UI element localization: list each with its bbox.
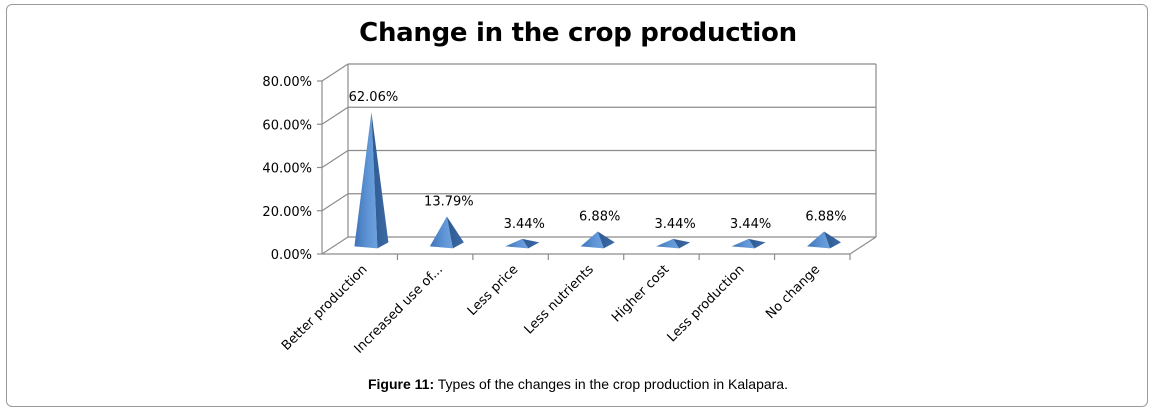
bar bbox=[354, 112, 389, 249]
x-tick-label: Less price bbox=[465, 262, 522, 319]
y-tick-labels: 0.00% 20.00% 40.00% 60.00% 80.00% bbox=[262, 75, 312, 263]
y-tick-label: 80.00% bbox=[262, 75, 312, 90]
bars bbox=[354, 112, 841, 249]
y-tick-label: 0.00% bbox=[271, 248, 312, 263]
data-label: 6.88% bbox=[805, 209, 846, 224]
y-tick-label: 20.00% bbox=[262, 205, 312, 220]
x-tick-label: Less production bbox=[665, 262, 748, 345]
bar bbox=[806, 231, 841, 249]
chart-title: Change in the crop production bbox=[359, 18, 797, 48]
bar-face-side bbox=[748, 238, 766, 249]
y-tick-label: 40.00% bbox=[262, 162, 312, 177]
y-tick-label: 60.00% bbox=[262, 118, 312, 133]
bar-face-side bbox=[371, 112, 389, 249]
bar-face-front bbox=[429, 216, 453, 249]
data-label: 13.79% bbox=[424, 195, 474, 210]
bar-face-front bbox=[731, 238, 755, 249]
gridline-depth bbox=[321, 193, 349, 212]
floor-right-edge bbox=[849, 236, 877, 255]
figure-frame bbox=[6, 4, 1148, 407]
x-tick-label: Less nutrients bbox=[522, 262, 597, 337]
bar-face-front bbox=[656, 238, 680, 249]
gridline-depth bbox=[321, 236, 349, 255]
bar-face-side bbox=[673, 238, 691, 249]
data-label: 3.44% bbox=[654, 217, 695, 232]
data-label: 6.88% bbox=[579, 209, 620, 224]
bar bbox=[580, 231, 615, 249]
bar bbox=[656, 238, 691, 249]
caption-text: Types of the changes in the crop product… bbox=[434, 376, 788, 392]
grid-lines bbox=[321, 63, 876, 255]
bar-face-side bbox=[823, 231, 841, 249]
bar bbox=[429, 216, 464, 249]
bar-face-front bbox=[354, 112, 378, 249]
x-tick-label: No change bbox=[763, 262, 823, 322]
gridline-depth bbox=[321, 149, 349, 169]
gridline-depth bbox=[321, 106, 349, 125]
bar-face-front bbox=[806, 231, 830, 249]
axes bbox=[317, 64, 877, 260]
data-label: 3.44% bbox=[730, 217, 771, 232]
bar-face-side bbox=[522, 238, 540, 249]
gridline-depth bbox=[321, 63, 349, 82]
data-label: 3.44% bbox=[504, 217, 545, 232]
bar-face-front bbox=[580, 231, 604, 249]
figure-caption: Figure 11: Types of the changes in the c… bbox=[0, 376, 1156, 392]
bar-face-side bbox=[597, 231, 615, 249]
bar-face-front bbox=[505, 238, 529, 249]
data-labels: 62.06% 13.79% 3.44% 6.88% 3.44% 3.44% 6.88% bbox=[349, 90, 847, 232]
caption-label: Figure 11: bbox=[367, 376, 435, 392]
bar bbox=[505, 238, 540, 249]
bar-face-side bbox=[446, 216, 464, 249]
data-label: 62.06% bbox=[349, 90, 399, 105]
x-tick-label: Higher cost bbox=[609, 262, 672, 325]
bar bbox=[731, 238, 766, 249]
